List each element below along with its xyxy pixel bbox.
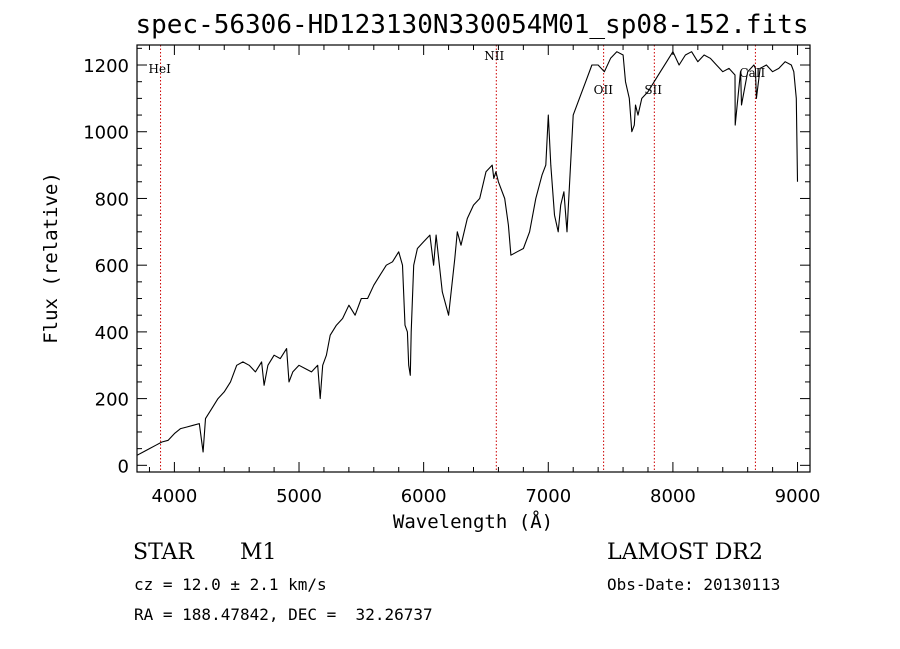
y-tick-label: 600 <box>95 256 129 277</box>
x-tick-label: 7000 <box>525 486 571 507</box>
redshift-value: cz = 12.0 ± 2.1 km/s <box>134 575 327 594</box>
x-tick-label: 4000 <box>151 486 197 507</box>
chart-title: spec-56306-HD123130N330054M01_sp08-152.f… <box>135 10 808 40</box>
emission-line-label: SII <box>644 83 662 97</box>
emission-line-label: OII <box>594 83 614 97</box>
emission-line-label: NII <box>484 49 504 63</box>
spectrum-line <box>136 51 799 456</box>
object-type: STAR <box>133 540 194 565</box>
y-axis-ticks: 0 200 400 600 800 1000 1200 <box>83 47 810 477</box>
plot-frame <box>136 44 811 473</box>
y-tick-label: 800 <box>95 189 129 210</box>
survey-name: LAMOST DR2 <box>607 540 763 565</box>
emission-line-markers <box>160 45 756 472</box>
emission-line-label: HeI <box>149 62 172 76</box>
y-tick-label: 0 <box>118 456 129 477</box>
x-axis-ticks: 4000 5000 6000 7000 8000 9000 <box>148 45 821 507</box>
x-tick-label: 6000 <box>401 486 447 507</box>
x-tick-label: 9000 <box>775 486 821 507</box>
observation-date: Obs-Date: 20130113 <box>607 575 781 594</box>
y-axis-label: Flux (relative) <box>40 172 62 344</box>
coordinates: RA = 188.47842, DEC = 32.26737 <box>134 605 433 624</box>
x-axis-label: Wavelength (Å) <box>393 510 553 533</box>
object-subclass: M1 <box>240 540 277 565</box>
y-tick-label: 1200 <box>83 56 129 77</box>
y-tick-label: 1000 <box>83 123 129 144</box>
x-tick-label: 8000 <box>650 486 696 507</box>
y-tick-label: 200 <box>95 390 129 411</box>
x-tick-label: 5000 <box>276 486 322 507</box>
y-tick-label: 400 <box>95 323 129 344</box>
